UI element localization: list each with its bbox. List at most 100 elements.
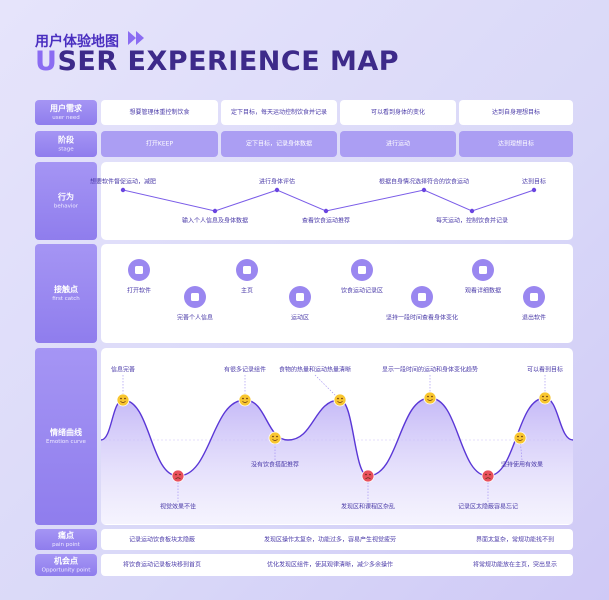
- row-panel: [101, 244, 573, 343]
- row-label-box: [35, 162, 97, 240]
- need-cell: [101, 100, 218, 125]
- stage-cell: [459, 131, 573, 157]
- mouth: [365, 477, 371, 480]
- subtitle: USER EXPERIENCE MAP: [35, 46, 400, 77]
- touch-icon-glyph: [418, 293, 426, 301]
- emotion-face: [361, 469, 375, 483]
- label: behavior: [54, 204, 79, 210]
- label: 发现区和课程区杂乱: [341, 503, 395, 511]
- behavior-dot: [120, 187, 126, 193]
- eye: [546, 395, 548, 398]
- emotion-face: [538, 391, 552, 405]
- eye: [337, 397, 339, 400]
- label: 记录区太隐蔽容易忘记: [458, 503, 518, 511]
- label: 退出软件: [522, 314, 546, 322]
- label: 定下目标，记录身体数据: [246, 140, 312, 148]
- label: user need: [52, 115, 80, 121]
- behavior-dot: [274, 187, 280, 193]
- label: first catch: [52, 296, 80, 302]
- eye: [276, 435, 278, 438]
- label: 用户需求: [49, 103, 83, 113]
- label: 完善个人信息: [177, 314, 213, 322]
- mouth: [485, 477, 491, 480]
- label: 记录运动饮食板块太隐蔽: [129, 536, 195, 544]
- eye: [521, 435, 523, 438]
- touch-icon-glyph: [358, 266, 366, 274]
- emotion-area: [101, 398, 573, 524]
- mouth: [542, 398, 548, 401]
- title: 用户体验地图: [35, 34, 119, 50]
- behavior-dot: [531, 187, 537, 193]
- emotion-face: [116, 393, 130, 407]
- label: 打开软件: [127, 287, 151, 295]
- label: 机会点: [54, 556, 78, 566]
- label: 达到理想目标: [498, 140, 534, 148]
- label: 没有饮食搭配推荐: [251, 461, 299, 469]
- label: 想要管理体重控制饮食: [129, 108, 189, 116]
- mouth: [120, 400, 126, 403]
- label: 可以看到目标: [527, 366, 563, 374]
- label: 可以看到身体的变化: [371, 108, 425, 116]
- mouth: [175, 477, 181, 480]
- mouth: [337, 400, 343, 403]
- label: 显示一段时间的运动和身体变化趋势: [382, 366, 478, 374]
- touch-icon-glyph: [479, 266, 487, 274]
- label: 食物的热量和运动热量清晰: [279, 366, 351, 374]
- row-label-box: [35, 100, 97, 125]
- row-panel: [101, 162, 573, 240]
- label: 有很多记录组件: [224, 366, 266, 374]
- eye: [124, 397, 126, 400]
- label: 输入个人信息及身体数据: [182, 217, 248, 225]
- stage-cell: [221, 131, 337, 157]
- label: 行为: [57, 192, 74, 202]
- eye: [489, 473, 491, 476]
- label: 饮食运动记录区: [341, 287, 383, 295]
- label: 信息完善: [111, 366, 135, 374]
- emotion-face: [238, 393, 252, 407]
- eye: [272, 435, 274, 438]
- touch-icon-glyph: [243, 266, 251, 274]
- label: 运动区: [291, 314, 309, 322]
- row-label-box: [35, 131, 97, 157]
- eye: [517, 435, 519, 438]
- need-cell: [459, 100, 573, 125]
- stage-cell: [101, 131, 218, 157]
- label: 坚持使用有效果: [501, 461, 543, 469]
- emotion-face: [513, 431, 527, 445]
- label: Opportunity point: [42, 568, 92, 574]
- behavior-dot: [421, 187, 427, 193]
- row-panel: [101, 529, 573, 550]
- row-panel: [101, 554, 573, 576]
- label: 达到自身理想目标: [492, 108, 540, 116]
- label: 进行运动: [386, 140, 410, 148]
- stage-cell: [340, 131, 456, 157]
- eye: [246, 397, 248, 400]
- need-cell: [340, 100, 456, 125]
- label: 将常规功能放在主页，突出显示: [473, 561, 557, 569]
- label: stage: [58, 147, 74, 153]
- title-icon: [128, 31, 144, 45]
- label: 想要软件督促运动，减肥: [90, 178, 156, 186]
- label: 将饮食运动记录板块移到首页: [123, 561, 201, 569]
- mouth: [242, 400, 248, 403]
- label: 查看饮食运动推荐: [302, 217, 350, 225]
- label: 观看详细数据: [465, 287, 501, 295]
- eye: [427, 395, 429, 398]
- behavior-dot: [212, 208, 218, 214]
- emotion-face: [171, 469, 185, 483]
- label: pain point: [52, 542, 80, 548]
- eye: [485, 473, 487, 476]
- eye: [542, 395, 544, 398]
- mouth: [427, 398, 433, 401]
- label: 进行身体评估: [259, 178, 295, 186]
- label: 每天运动，控制饮食并记录: [436, 217, 508, 225]
- label: 接触点: [54, 284, 78, 294]
- touch-icon-glyph: [296, 293, 304, 301]
- need-cell: [221, 100, 337, 125]
- eye: [179, 473, 181, 476]
- label: 打开KEEP: [146, 140, 174, 148]
- touch-icon-glyph: [191, 293, 199, 301]
- label: 阶段: [58, 135, 74, 145]
- row-label-box: [35, 554, 97, 576]
- eye: [431, 395, 433, 398]
